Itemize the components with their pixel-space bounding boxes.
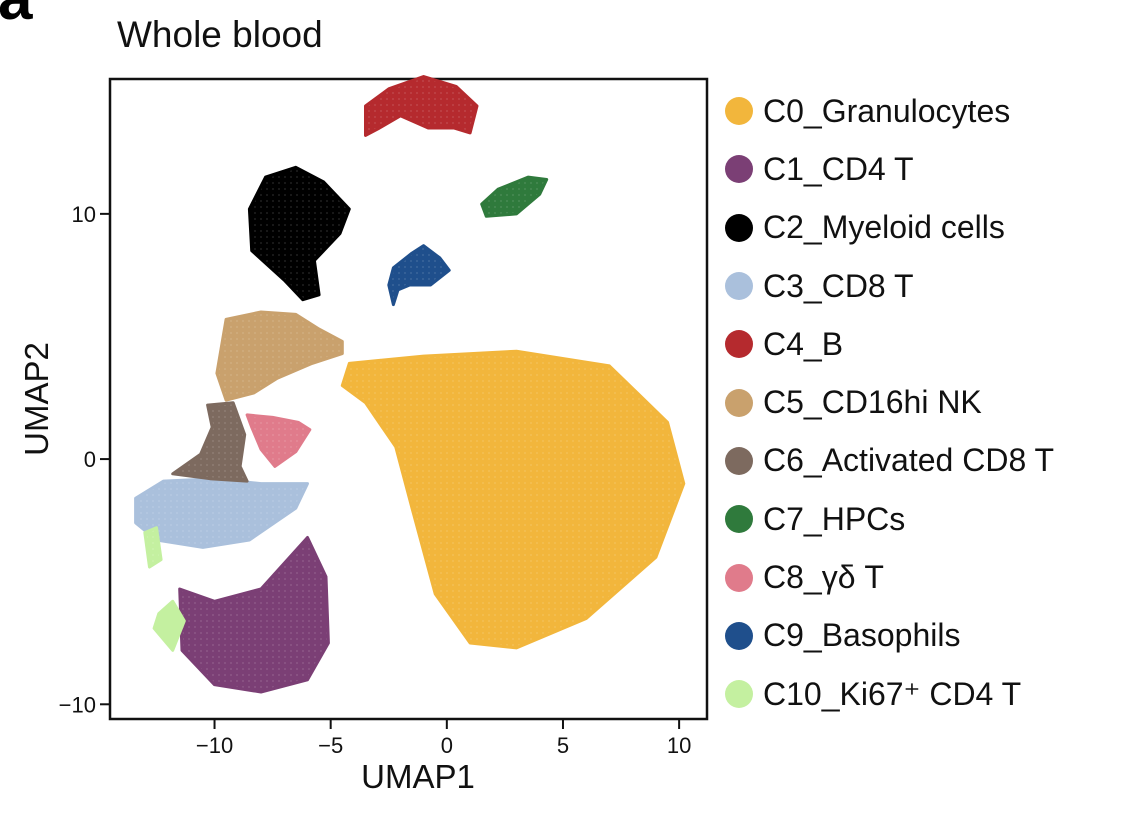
legend-label: C9_Basophils — [763, 617, 961, 654]
legend-label: C6_Activated CD8 T — [763, 442, 1055, 479]
legend-swatch — [725, 446, 753, 475]
legend-swatch — [725, 155, 753, 184]
legend-label: C10_Ki67⁺ CD4 T — [763, 676, 1022, 713]
legend-label: C2_Myeloid cells — [763, 209, 1005, 246]
cluster-c3-cd8-t — [134, 477, 309, 549]
x-tick-label: 5 — [557, 733, 569, 758]
legend-label: C1_CD4 T — [763, 150, 914, 187]
legend-swatch — [725, 388, 753, 417]
cluster-c4-b — [364, 75, 479, 137]
legend: C0_Granulocytes C1_CD4 T C2_Myeloid cells C… — [725, 82, 1054, 723]
legend-swatch — [725, 563, 753, 592]
cluster-regions — [134, 75, 686, 694]
legend-swatch — [725, 505, 753, 534]
cluster-c2-myeloid-cells — [247, 165, 351, 302]
legend-item-c5-cd16hi-nk: C5_CD16hi NK — [725, 373, 1054, 431]
legend-swatch — [725, 680, 753, 709]
y-axis-label: UMAP2 — [18, 342, 55, 456]
y-axis-ticks: −10 0 10 — [59, 202, 110, 717]
panel-letter: a — [0, 0, 32, 30]
cluster-c9-basophils — [387, 244, 451, 307]
x-tick-label: −5 — [318, 733, 343, 758]
cluster-c0-granulocytes — [340, 349, 686, 650]
legend-label: C4_B — [763, 325, 844, 362]
legend-item-c1-cd4-t: C1_CD4 T — [725, 140, 1054, 198]
y-tick-label: −10 — [59, 692, 96, 717]
legend-label: C3_CD8 T — [763, 267, 914, 304]
x-axis-ticks: −10 −5 0 5 10 — [196, 719, 691, 758]
legend-label: C0_Granulocytes — [763, 92, 1011, 129]
legend-swatch — [725, 97, 753, 126]
legend-item-c10-ki67-cd4-t: C10_Ki67⁺ CD4 T — [725, 665, 1054, 723]
cluster-c6-activated-cd8-t — [171, 401, 249, 483]
cluster-c1-cd4-t — [178, 536, 330, 694]
cluster-c10-ki67-cd4-t — [143, 526, 163, 569]
legend-swatch — [725, 330, 753, 359]
x-tick-label: −10 — [196, 733, 233, 758]
legend-item-c9-basophils: C9_Basophils — [725, 607, 1054, 665]
legend-label: C7_HPCs — [763, 500, 906, 537]
legend-swatch — [725, 213, 753, 242]
legend-item-c7-hpcs: C7_HPCs — [725, 490, 1054, 548]
legend-item-c3-cd8-t: C3_CD8 T — [725, 257, 1054, 315]
y-tick-label: 10 — [72, 202, 96, 227]
legend-label: C8_γδ T — [763, 559, 884, 596]
cluster-c5-cd16hi-nk — [215, 310, 344, 402]
legend-swatch — [725, 272, 753, 301]
plot-frame — [108, 77, 709, 721]
cluster-c10-ki67-cd4-t-part — [152, 599, 186, 652]
cluster-c8-t — [245, 413, 312, 468]
x-axis-label: UMAP1 — [361, 758, 475, 795]
legend-item-c0-granulocytes: C0_Granulocytes — [725, 82, 1054, 140]
y-tick-label: 0 — [84, 447, 96, 472]
legend-item-c8-t: C8_γδ T — [725, 548, 1054, 606]
legend-item-c6-activated-cd8-t: C6_Activated CD8 T — [725, 432, 1054, 490]
legend-item-c2-myeloid-cells: C2_Myeloid cells — [725, 199, 1054, 257]
legend-item-c4-b: C4_B — [725, 315, 1054, 373]
legend-label: C5_CD16hi NK — [763, 384, 982, 421]
x-tick-label: 0 — [441, 733, 453, 758]
chart-title: Whole blood — [117, 14, 323, 55]
cluster-c7-hpcs — [480, 175, 549, 218]
legend-swatch — [725, 621, 753, 650]
x-tick-label: 10 — [667, 733, 691, 758]
